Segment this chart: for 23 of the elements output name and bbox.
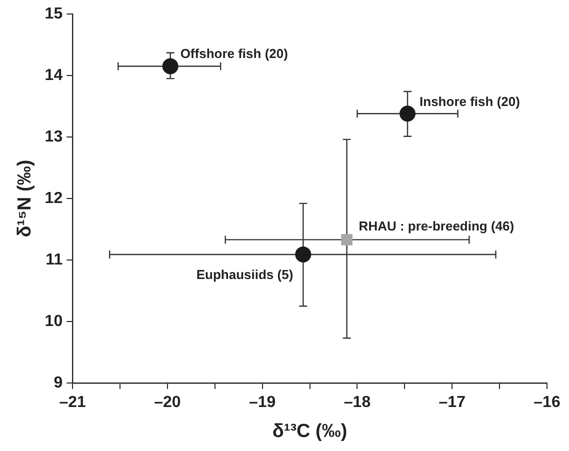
point bbox=[400, 106, 416, 122]
series-label: RHAU : pre-breeding (46) bbox=[358, 218, 514, 234]
series-label: Inshore fish (20) bbox=[420, 94, 520, 110]
y-tick-label: 14 bbox=[44, 66, 63, 84]
point bbox=[162, 58, 178, 74]
y-tick-label: 15 bbox=[44, 5, 63, 22]
y-tick-label: 12 bbox=[44, 190, 63, 207]
x-tick-label: –21 bbox=[59, 394, 86, 412]
y-tick-label: 10 bbox=[44, 312, 63, 330]
y-axis-title: δ¹⁵N (‰) bbox=[14, 160, 36, 238]
series-label: Offshore fish (20) bbox=[180, 46, 288, 61]
x-tick-label: –16 bbox=[534, 394, 560, 412]
series-label: Euphausiids (5) bbox=[196, 267, 294, 282]
point bbox=[295, 246, 312, 262]
x-tick-label: –19 bbox=[249, 394, 276, 412]
x-axis-title: δ¹³C (‰) bbox=[272, 420, 348, 442]
y-tick-label: 9 bbox=[54, 374, 63, 392]
x-tick-label: –18 bbox=[344, 394, 371, 412]
x-tick-label: –17 bbox=[438, 394, 466, 412]
y-tick-label: 13 bbox=[44, 128, 63, 146]
x-tick-label: –20 bbox=[154, 394, 181, 412]
point bbox=[341, 234, 352, 246]
y-tick-label: 11 bbox=[46, 251, 63, 268]
